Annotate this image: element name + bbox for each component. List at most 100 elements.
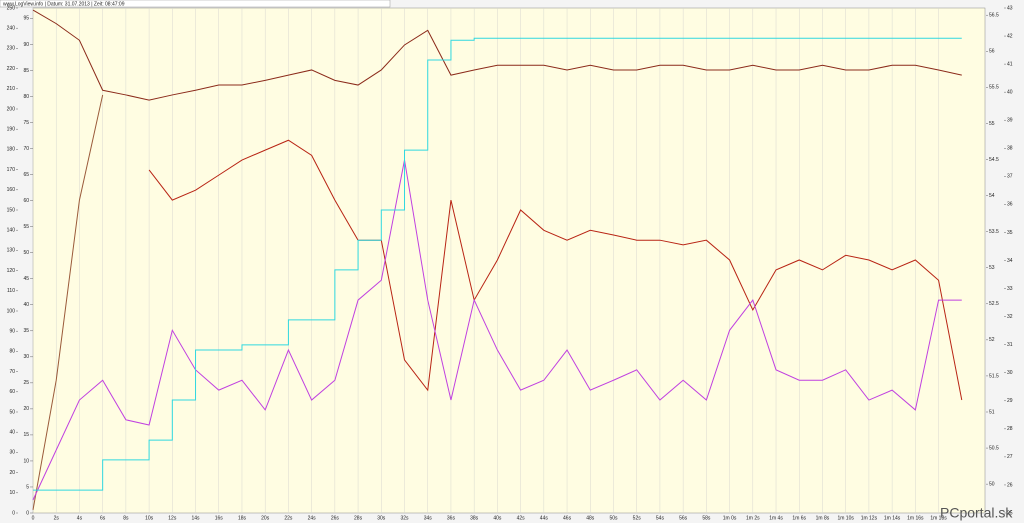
- axis-tick-label: 55.5: [989, 85, 999, 91]
- axis-tick-label: 120: [7, 268, 16, 274]
- y-tick-label: 70: [23, 146, 29, 152]
- x-tick-label: 8s: [123, 515, 129, 521]
- axis-tick-label: 10: [9, 490, 15, 496]
- axis-tick-label: 27: [1007, 454, 1013, 460]
- header-bar: [0, 0, 391, 8]
- axis-tick-label: 240: [7, 26, 16, 32]
- axis-tick-label: 50: [9, 409, 15, 415]
- axis-tick-label: 42: [1007, 33, 1013, 39]
- x-tick-label: 56s: [679, 515, 688, 521]
- series-line: [148, 139, 963, 401]
- x-tick-label: 1m 10s: [837, 515, 854, 521]
- x-tick-label: 16s: [215, 515, 224, 521]
- axis-tick-label: 20: [9, 470, 15, 476]
- y-tick-label: 55: [23, 224, 29, 230]
- axis-tick-label: 150: [7, 207, 16, 213]
- series-line: [33, 37, 962, 491]
- y-tick-label: 25: [23, 380, 29, 386]
- y-tick-label: 10: [23, 458, 29, 464]
- x-tick-label: 52s: [633, 515, 642, 521]
- y-tick-label: 65: [23, 172, 29, 178]
- axis-tick-label: 0: [12, 510, 15, 516]
- y-tick-label: 20: [23, 406, 29, 412]
- axis-tick-label: 50: [989, 481, 995, 487]
- x-tick-label: 6s: [100, 515, 106, 521]
- axis-tick-label: 26: [1007, 482, 1013, 488]
- axis-tick-label: 220: [7, 66, 16, 72]
- x-tick-label: 50s: [609, 515, 618, 521]
- x-tick-label: 1m 12s: [861, 515, 878, 521]
- axis-tick-label: 210: [7, 86, 16, 92]
- axis-tick-label: 56: [989, 49, 995, 55]
- axis-tick-label: 31: [1007, 342, 1013, 348]
- axis-tick-label: 130: [7, 248, 16, 254]
- x-tick-label: 1m 14s: [884, 515, 901, 521]
- axis-tick-label: 39: [1007, 118, 1013, 124]
- x-tick-label: 20s: [261, 515, 270, 521]
- x-tick-label: 18s: [238, 515, 247, 521]
- x-tick-label: 1m 0s: [723, 515, 737, 521]
- axis-tick-label: 33: [1007, 286, 1013, 292]
- y-tick-label: 45: [23, 276, 29, 282]
- axis-tick-label: 56.5: [989, 13, 999, 19]
- x-tick-label: 0: [32, 515, 35, 521]
- series-line: [32, 159, 962, 501]
- axis-tick-label: 25: [1007, 510, 1013, 516]
- watermark: PCportal.sk: [940, 505, 1013, 521]
- axis-tick-label: 170: [7, 167, 16, 173]
- axis-tick-label: 28: [1007, 426, 1013, 432]
- x-tick-label: 12s: [168, 515, 177, 521]
- axis-tick-label: 35: [1007, 230, 1013, 236]
- axis-tick-label: 52: [989, 337, 995, 343]
- x-tick-label: 34s: [424, 515, 433, 521]
- x-tick-label: 36s: [447, 515, 456, 521]
- x-tick-label: 24s: [308, 515, 317, 521]
- y-tick-label: 5: [26, 484, 29, 490]
- x-tick-label: 46s: [563, 515, 572, 521]
- axis-tick-label: 29: [1007, 398, 1013, 404]
- x-tick-label: 58s: [702, 515, 711, 521]
- x-tick-label: 4s: [77, 515, 83, 521]
- x-tick-label: 1m 6s: [792, 515, 806, 521]
- x-tick-label: 48s: [586, 515, 595, 521]
- axis-tick-label: 54: [989, 193, 995, 199]
- series-line: [32, 94, 104, 510]
- y-tick-label: 85: [23, 68, 29, 74]
- axis-tick-label: 32: [1007, 314, 1013, 320]
- y-tick-label: 80: [23, 94, 29, 100]
- axis-tick-label: 38: [1007, 146, 1013, 152]
- axis-tick-label: 40: [9, 430, 15, 436]
- axis-tick-label: 52.5: [989, 301, 999, 307]
- x-tick-label: 38s: [470, 515, 479, 521]
- axis-tick-label: 43: [1007, 5, 1013, 11]
- x-tick-label: 28s: [354, 515, 363, 521]
- y-tick-label: 40: [23, 302, 29, 308]
- y-tick-label: 15: [23, 432, 29, 438]
- axis-tick-label: 41: [1007, 61, 1013, 67]
- x-tick-label: 1m 16s: [907, 515, 924, 521]
- y-tick-label: 50: [23, 250, 29, 256]
- x-tick-label: 32s: [400, 515, 409, 521]
- axis-tick-label: 70: [9, 369, 15, 375]
- axis-tick-label: 230: [7, 46, 16, 52]
- axis-tick-label: 140: [7, 228, 16, 234]
- x-tick-label: 1m 18s: [930, 515, 947, 521]
- x-tick-label: 42s: [517, 515, 526, 521]
- x-tick-label: 2s: [54, 515, 60, 521]
- axis-tick-label: 200: [7, 106, 16, 112]
- x-tick-label: 1m 2s: [746, 515, 760, 521]
- x-tick-label: 26s: [331, 515, 340, 521]
- y-tick-label: 60: [23, 198, 29, 204]
- x-tick-label: 44s: [540, 515, 549, 521]
- axis-tick-label: 36: [1007, 202, 1013, 208]
- x-tick-label: 54s: [656, 515, 665, 521]
- axis-tick-label: 51.5: [989, 373, 999, 379]
- axis-tick-label: 54.5: [989, 157, 999, 163]
- axis-tick-label: 30: [1007, 370, 1013, 376]
- x-tick-label: 14s: [192, 515, 201, 521]
- x-tick-label: 10s: [145, 515, 154, 521]
- x-tick-label: 30s: [377, 515, 386, 521]
- y-tick-label: 95: [23, 16, 29, 22]
- axis-tick-label: 60: [9, 389, 15, 395]
